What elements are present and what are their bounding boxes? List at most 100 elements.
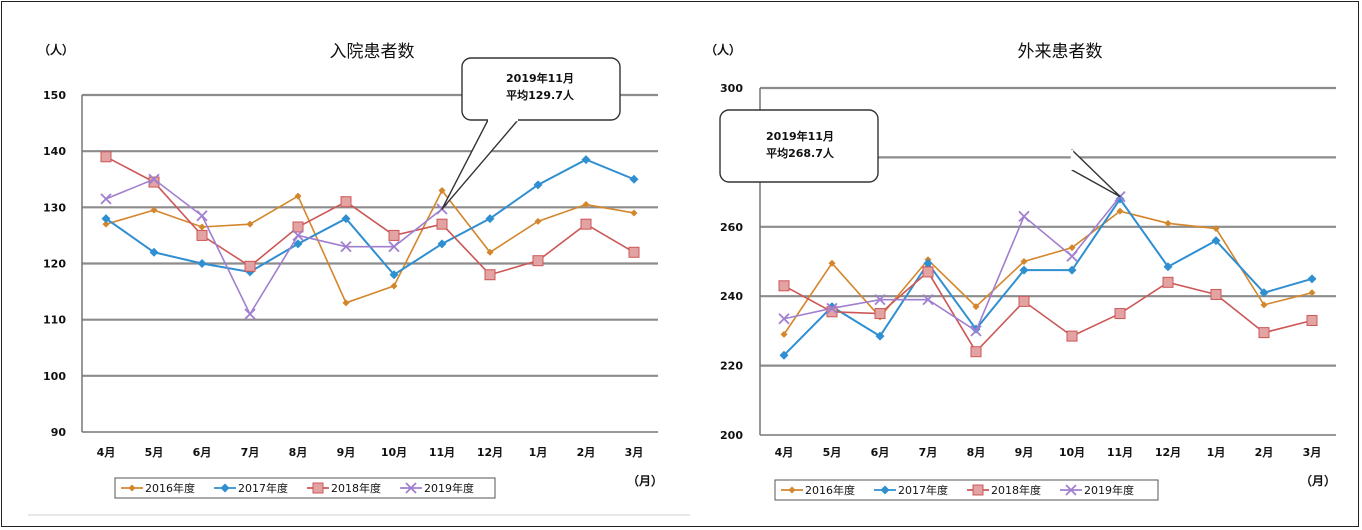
- data-point: [922, 266, 934, 278]
- data-point: [778, 313, 790, 325]
- data-point: [972, 303, 980, 311]
- callout-line-1: 2019年11月: [766, 129, 834, 143]
- x-tick-label: 10月: [381, 446, 407, 459]
- legend-swatch-marker: [405, 482, 417, 494]
- legend-label: 2018年度: [331, 481, 381, 495]
- data-point: [196, 210, 208, 222]
- data-point: [101, 214, 111, 224]
- x-tick-label: 7月: [241, 446, 260, 459]
- x-tick-label: 2月: [1255, 446, 1274, 459]
- data-point: [1212, 225, 1220, 233]
- data-point: [533, 180, 543, 190]
- right-y-unit-label: （人）: [705, 42, 741, 57]
- x-tick-label: 11月: [429, 446, 455, 459]
- series-line-2016年度: [783, 210, 1313, 335]
- data-point: [1163, 262, 1173, 272]
- legend-label: 2016年度: [145, 481, 195, 495]
- data-point: [922, 294, 934, 306]
- x-tick-label: 9月: [1015, 446, 1034, 459]
- data-point: [1019, 265, 1029, 275]
- y-tick-label: 100: [43, 370, 66, 383]
- data-point: [1210, 288, 1222, 300]
- data-point: [970, 325, 982, 337]
- data-point: [100, 193, 112, 205]
- data-point: [1260, 301, 1268, 309]
- data-point: [628, 246, 640, 258]
- data-point: [388, 241, 400, 253]
- data-point: [340, 241, 352, 253]
- data-point: [1066, 250, 1078, 262]
- legend-label: 2019年度: [1084, 483, 1134, 497]
- data-point: [826, 306, 838, 318]
- x-tick-label: 5月: [145, 446, 164, 459]
- x-tick-label: 9月: [337, 446, 356, 459]
- data-point: [923, 258, 933, 268]
- x-tick-label: 3月: [625, 446, 644, 459]
- legend-label: 2017年度: [238, 481, 288, 495]
- x-tick-label: 6月: [871, 446, 890, 459]
- data-point: [436, 218, 448, 230]
- callout-box: [719, 109, 879, 183]
- legend-swatch-marker: [128, 484, 136, 492]
- callout-pointer: [441, 119, 519, 210]
- left-chart-title: 入院患者数: [330, 42, 415, 62]
- data-point: [1066, 330, 1078, 342]
- data-point: [630, 209, 638, 217]
- x-tick-label: 12月: [1155, 446, 1181, 459]
- data-point: [1258, 327, 1270, 339]
- data-point: [388, 229, 400, 241]
- data-point: [390, 282, 398, 290]
- inpatient-chart: 90 100 110 120 130 140 150 4月 5月 6月 7月 8月 9月 10月 11月 12…: [43, 57, 658, 499]
- series-line-2018年度: [783, 270, 1313, 354]
- data-point: [1259, 288, 1269, 298]
- x-tick-label: 12月: [477, 446, 503, 459]
- legend-label: 2019年度: [424, 481, 474, 495]
- data-point: [1308, 289, 1316, 297]
- data-point: [294, 192, 302, 200]
- series-line-2016年度: [105, 188, 635, 304]
- series-line-2019年度: [105, 178, 443, 316]
- data-point: [1306, 314, 1318, 326]
- data-point: [148, 173, 160, 185]
- data-point: [100, 151, 112, 163]
- y-tick-label: 260: [720, 221, 743, 234]
- y-tick-label: 130: [43, 201, 66, 214]
- legend-label: 2016年度: [805, 483, 855, 497]
- data-point: [629, 174, 639, 184]
- legend-label: 2017年度: [898, 483, 948, 497]
- data-point: [484, 269, 496, 281]
- data-point: [779, 350, 789, 360]
- data-point: [826, 302, 838, 314]
- data-point: [1164, 219, 1172, 227]
- y-tick-label: 110: [43, 314, 66, 327]
- data-point: [437, 239, 447, 249]
- x-tick-label: 5月: [823, 446, 842, 459]
- y-tick-label: 300: [720, 82, 743, 95]
- data-point: [1067, 265, 1077, 275]
- data-point: [1114, 308, 1126, 320]
- x-tick-label: 1月: [1207, 446, 1226, 459]
- series-line-2019年度: [783, 196, 1121, 333]
- series-line-2018年度: [105, 156, 635, 276]
- data-point: [875, 331, 885, 341]
- right-x-unit-label: （月）: [1300, 473, 1336, 488]
- data-point: [340, 196, 352, 208]
- legend-label: 2018年度: [991, 483, 1041, 497]
- data-point: [970, 346, 982, 358]
- legend-swatch-marker: [972, 484, 984, 496]
- x-tick-label: 11月: [1107, 446, 1133, 459]
- data-point: [1116, 207, 1124, 215]
- legend-box: [774, 479, 1159, 501]
- data-point: [342, 299, 350, 307]
- data-point: [438, 186, 446, 194]
- x-tick-label: 6月: [193, 446, 212, 459]
- y-tick-label: 240: [720, 290, 743, 303]
- data-point: [581, 155, 591, 165]
- y-tick-label: 150: [43, 89, 66, 102]
- legend-swatch-marker: [312, 482, 324, 494]
- data-point: [485, 214, 495, 224]
- left-x-unit-label: （月）: [627, 473, 663, 488]
- data-point: [780, 330, 788, 338]
